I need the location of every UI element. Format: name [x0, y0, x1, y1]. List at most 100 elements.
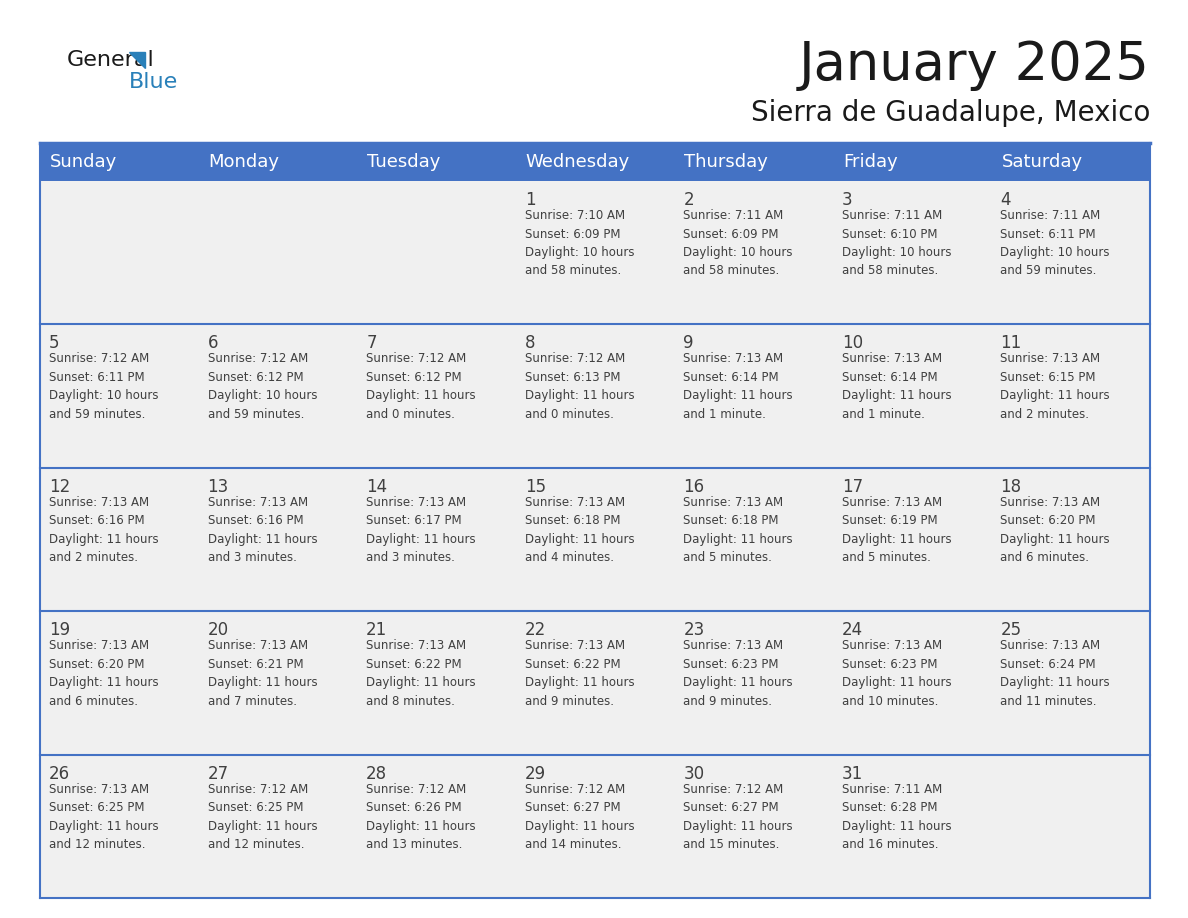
- Text: 16: 16: [683, 477, 704, 496]
- Text: Sunrise: 7:13 AM
Sunset: 6:19 PM
Daylight: 11 hours
and 5 minutes.: Sunrise: 7:13 AM Sunset: 6:19 PM Dayligh…: [842, 496, 952, 565]
- Text: Sunrise: 7:13 AM
Sunset: 6:20 PM
Daylight: 11 hours
and 6 minutes.: Sunrise: 7:13 AM Sunset: 6:20 PM Dayligh…: [1000, 496, 1110, 565]
- Text: Sierra de Guadalupe, Mexico: Sierra de Guadalupe, Mexico: [751, 99, 1150, 127]
- Text: 8: 8: [525, 334, 536, 353]
- Bar: [198, 468, 358, 611]
- Text: Sunrise: 7:13 AM
Sunset: 6:25 PM
Daylight: 11 hours
and 12 minutes.: Sunrise: 7:13 AM Sunset: 6:25 PM Dayligh…: [49, 783, 159, 851]
- Text: 3: 3: [842, 191, 853, 209]
- Text: Sunrise: 7:13 AM
Sunset: 6:14 PM
Daylight: 11 hours
and 1 minute.: Sunrise: 7:13 AM Sunset: 6:14 PM Dayligh…: [683, 353, 792, 420]
- Bar: [198, 181, 358, 324]
- Text: Sunrise: 7:11 AM
Sunset: 6:10 PM
Daylight: 10 hours
and 58 minutes.: Sunrise: 7:11 AM Sunset: 6:10 PM Dayligh…: [842, 209, 952, 277]
- Text: 19: 19: [49, 621, 70, 639]
- Text: Sunrise: 7:13 AM
Sunset: 6:16 PM
Daylight: 11 hours
and 3 minutes.: Sunrise: 7:13 AM Sunset: 6:16 PM Dayligh…: [208, 496, 317, 565]
- Bar: [833, 143, 992, 181]
- Text: 22: 22: [525, 621, 546, 639]
- Text: 20: 20: [208, 621, 229, 639]
- Text: 12: 12: [49, 477, 70, 496]
- Text: 18: 18: [1000, 477, 1022, 496]
- Text: Wednesday: Wednesday: [526, 153, 630, 171]
- Text: 27: 27: [208, 765, 229, 783]
- Bar: [675, 611, 833, 755]
- Text: 1: 1: [525, 191, 536, 209]
- Text: Sunrise: 7:13 AM
Sunset: 6:16 PM
Daylight: 11 hours
and 2 minutes.: Sunrise: 7:13 AM Sunset: 6:16 PM Dayligh…: [49, 496, 159, 565]
- Bar: [198, 324, 358, 468]
- Text: Sunrise: 7:12 AM
Sunset: 6:25 PM
Daylight: 11 hours
and 12 minutes.: Sunrise: 7:12 AM Sunset: 6:25 PM Dayligh…: [208, 783, 317, 851]
- Bar: [675, 143, 833, 181]
- Text: Sunrise: 7:13 AM
Sunset: 6:17 PM
Daylight: 11 hours
and 3 minutes.: Sunrise: 7:13 AM Sunset: 6:17 PM Dayligh…: [366, 496, 475, 565]
- Bar: [516, 324, 675, 468]
- Text: 13: 13: [208, 477, 229, 496]
- Text: 15: 15: [525, 477, 545, 496]
- Text: Sunrise: 7:12 AM
Sunset: 6:26 PM
Daylight: 11 hours
and 13 minutes.: Sunrise: 7:12 AM Sunset: 6:26 PM Dayligh…: [366, 783, 475, 851]
- Text: Thursday: Thursday: [684, 153, 769, 171]
- Bar: [992, 143, 1150, 181]
- Text: Sunrise: 7:13 AM
Sunset: 6:23 PM
Daylight: 11 hours
and 10 minutes.: Sunrise: 7:13 AM Sunset: 6:23 PM Dayligh…: [842, 639, 952, 708]
- Text: 7: 7: [366, 334, 377, 353]
- Bar: [516, 143, 675, 181]
- Text: January 2025: January 2025: [800, 39, 1150, 91]
- Text: Sunrise: 7:13 AM
Sunset: 6:20 PM
Daylight: 11 hours
and 6 minutes.: Sunrise: 7:13 AM Sunset: 6:20 PM Dayligh…: [49, 639, 159, 708]
- Text: Tuesday: Tuesday: [367, 153, 441, 171]
- Bar: [40, 143, 198, 181]
- Bar: [516, 468, 675, 611]
- Text: Sunrise: 7:12 AM
Sunset: 6:12 PM
Daylight: 10 hours
and 59 minutes.: Sunrise: 7:12 AM Sunset: 6:12 PM Dayligh…: [208, 353, 317, 420]
- Bar: [675, 755, 833, 898]
- Bar: [675, 181, 833, 324]
- Text: 26: 26: [49, 765, 70, 783]
- Bar: [833, 181, 992, 324]
- Text: Sunrise: 7:13 AM
Sunset: 6:22 PM
Daylight: 11 hours
and 8 minutes.: Sunrise: 7:13 AM Sunset: 6:22 PM Dayligh…: [366, 639, 475, 708]
- Text: 24: 24: [842, 621, 862, 639]
- Text: Saturday: Saturday: [1001, 153, 1082, 171]
- Text: Sunrise: 7:13 AM
Sunset: 6:15 PM
Daylight: 11 hours
and 2 minutes.: Sunrise: 7:13 AM Sunset: 6:15 PM Dayligh…: [1000, 353, 1110, 420]
- Bar: [40, 468, 198, 611]
- Text: Sunrise: 7:12 AM
Sunset: 6:11 PM
Daylight: 10 hours
and 59 minutes.: Sunrise: 7:12 AM Sunset: 6:11 PM Dayligh…: [49, 353, 158, 420]
- Text: Sunrise: 7:12 AM
Sunset: 6:13 PM
Daylight: 11 hours
and 0 minutes.: Sunrise: 7:12 AM Sunset: 6:13 PM Dayligh…: [525, 353, 634, 420]
- Text: 28: 28: [366, 765, 387, 783]
- Bar: [516, 611, 675, 755]
- Bar: [992, 611, 1150, 755]
- Text: 17: 17: [842, 477, 862, 496]
- Text: 25: 25: [1000, 621, 1022, 639]
- Text: 5: 5: [49, 334, 59, 353]
- Text: Friday: Friday: [842, 153, 898, 171]
- Bar: [992, 468, 1150, 611]
- Text: Monday: Monday: [209, 153, 279, 171]
- Bar: [516, 181, 675, 324]
- Bar: [40, 611, 198, 755]
- Text: Sunrise: 7:13 AM
Sunset: 6:22 PM
Daylight: 11 hours
and 9 minutes.: Sunrise: 7:13 AM Sunset: 6:22 PM Dayligh…: [525, 639, 634, 708]
- Text: Sunrise: 7:10 AM
Sunset: 6:09 PM
Daylight: 10 hours
and 58 minutes.: Sunrise: 7:10 AM Sunset: 6:09 PM Dayligh…: [525, 209, 634, 277]
- Text: 11: 11: [1000, 334, 1022, 353]
- Bar: [358, 468, 516, 611]
- Text: 29: 29: [525, 765, 545, 783]
- Bar: [833, 755, 992, 898]
- Text: 31: 31: [842, 765, 864, 783]
- Bar: [833, 611, 992, 755]
- Text: 23: 23: [683, 621, 704, 639]
- Bar: [675, 324, 833, 468]
- Bar: [358, 611, 516, 755]
- Bar: [198, 755, 358, 898]
- Text: 9: 9: [683, 334, 694, 353]
- Text: General: General: [67, 50, 154, 70]
- Bar: [40, 181, 198, 324]
- Text: Sunrise: 7:13 AM
Sunset: 6:23 PM
Daylight: 11 hours
and 9 minutes.: Sunrise: 7:13 AM Sunset: 6:23 PM Dayligh…: [683, 639, 792, 708]
- Text: Blue: Blue: [129, 72, 178, 92]
- Text: 14: 14: [366, 477, 387, 496]
- Text: Sunrise: 7:13 AM
Sunset: 6:24 PM
Daylight: 11 hours
and 11 minutes.: Sunrise: 7:13 AM Sunset: 6:24 PM Dayligh…: [1000, 639, 1110, 708]
- Text: Sunrise: 7:11 AM
Sunset: 6:11 PM
Daylight: 10 hours
and 59 minutes.: Sunrise: 7:11 AM Sunset: 6:11 PM Dayligh…: [1000, 209, 1110, 277]
- Text: Sunrise: 7:12 AM
Sunset: 6:12 PM
Daylight: 11 hours
and 0 minutes.: Sunrise: 7:12 AM Sunset: 6:12 PM Dayligh…: [366, 353, 475, 420]
- Text: 2: 2: [683, 191, 694, 209]
- Bar: [40, 755, 198, 898]
- Bar: [833, 468, 992, 611]
- Bar: [992, 324, 1150, 468]
- Text: 6: 6: [208, 334, 219, 353]
- Text: Sunrise: 7:13 AM
Sunset: 6:18 PM
Daylight: 11 hours
and 5 minutes.: Sunrise: 7:13 AM Sunset: 6:18 PM Dayligh…: [683, 496, 792, 565]
- Text: Sunrise: 7:13 AM
Sunset: 6:18 PM
Daylight: 11 hours
and 4 minutes.: Sunrise: 7:13 AM Sunset: 6:18 PM Dayligh…: [525, 496, 634, 565]
- Text: 21: 21: [366, 621, 387, 639]
- Text: 10: 10: [842, 334, 862, 353]
- Bar: [358, 755, 516, 898]
- Bar: [358, 324, 516, 468]
- Bar: [40, 324, 198, 468]
- Text: Sunrise: 7:12 AM
Sunset: 6:27 PM
Daylight: 11 hours
and 14 minutes.: Sunrise: 7:12 AM Sunset: 6:27 PM Dayligh…: [525, 783, 634, 851]
- Text: 4: 4: [1000, 191, 1011, 209]
- Text: 30: 30: [683, 765, 704, 783]
